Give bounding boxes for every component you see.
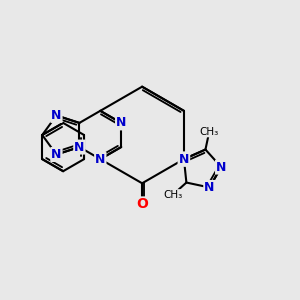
- Text: N: N: [179, 153, 189, 166]
- Text: N: N: [95, 153, 106, 166]
- Text: N: N: [51, 148, 62, 161]
- Text: O: O: [136, 197, 148, 212]
- Text: N: N: [179, 153, 189, 166]
- Text: N: N: [216, 160, 226, 174]
- Text: CH₃: CH₃: [163, 190, 182, 200]
- Text: N: N: [74, 141, 85, 154]
- Text: CH₃: CH₃: [200, 127, 219, 137]
- Text: N: N: [51, 109, 62, 122]
- Text: N: N: [116, 116, 126, 129]
- Text: N: N: [204, 181, 214, 194]
